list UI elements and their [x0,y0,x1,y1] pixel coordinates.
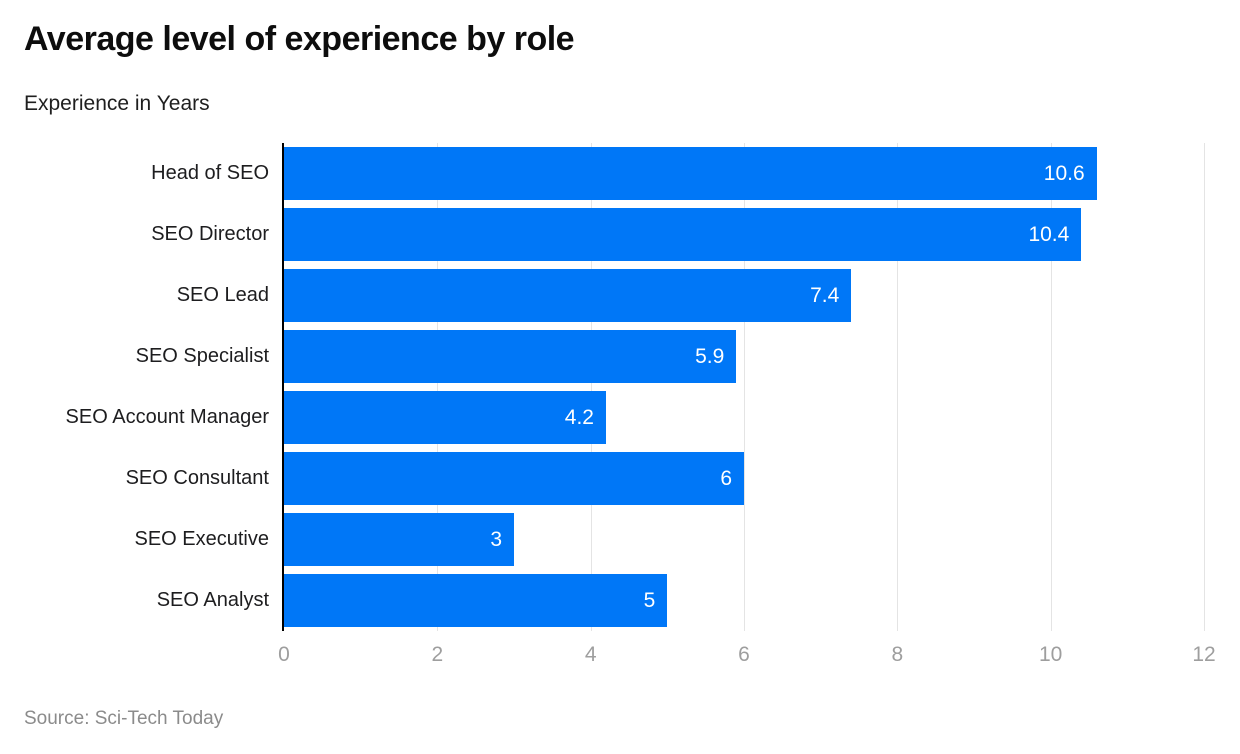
source-note: Source: Sci-Tech Today [24,708,224,729]
bar-row: SEO Specialist 5.9 [136,326,1204,387]
value-label: 10.6 [1043,161,1085,185]
value-label: 6 [720,466,732,490]
x-tick-label-0: 0 [278,643,290,666]
gridline-6 [744,143,745,631]
value-label: 5 [643,588,656,612]
chart-subtitle: Experience in Years [24,92,210,115]
bar-row: SEO Consultant 6 [126,448,1204,509]
bar-chart-plot-area: Head of SEO 10.6 SEO Director 10.4 SEO Lead 7… [66,143,1205,631]
value-label: 10.4 [1028,222,1070,246]
chart-title: Average level of experience by role [24,20,575,58]
category-label: SEO Lead [176,284,269,306]
bar: 5.9 [284,330,737,383]
category-label: SEO Consultant [125,467,269,489]
x-axis-tick-labels: 0 2 4 6 8 10 12 [278,643,1216,669]
category-label: SEO Director [151,223,269,245]
gridline-10 [1050,143,1052,631]
bar: 5 [284,574,668,627]
x-tick-label-12: 12 [1192,643,1216,666]
value-label: 3 [490,527,502,551]
category-label: SEO Specialist [135,345,269,367]
y-axis-line [282,143,284,631]
category-label: Head of SEO [151,162,269,184]
bar: 6 [284,452,744,505]
value-label: 5.9 [695,344,725,368]
gridline-2 [437,143,439,631]
gridline-12 [1204,143,1205,631]
bar: 7.4 [284,269,852,322]
category-label: SEO Account Manager [65,406,269,428]
x-tick-label-2: 2 [431,643,444,666]
gridline-4 [590,143,592,631]
bar: 4.2 [284,391,606,444]
bar-row: Head of SEO 10.6 [151,143,1204,204]
bar: 10.4 [284,208,1082,261]
value-label: 7.4 [810,283,840,307]
category-label: SEO Executive [134,528,269,550]
value-label: 4.2 [564,405,594,429]
bar-row: SEO Director 10.4 [151,204,1204,265]
bar: 3 [284,513,514,566]
bar-row: SEO Lead 7.4 [177,265,1204,326]
x-tick-label-8: 8 [891,643,904,666]
x-tick-label-6: 6 [738,643,750,666]
category-label: SEO Analyst [156,589,269,611]
bar-row: SEO Account Manager 4.2 [66,387,1204,448]
gridline-8 [897,143,899,631]
bars-layer: Head of SEO 10.6 SEO Director 10.4 SEO Lead 7… [66,143,1204,631]
x-tick-label-4: 4 [584,643,597,666]
bar-row: SEO Executive 3 [134,509,1204,570]
x-tick-label-10: 10 [1038,643,1063,666]
bar: 10.6 [284,147,1097,200]
bar-row: SEO Analyst 5 [157,570,1204,631]
